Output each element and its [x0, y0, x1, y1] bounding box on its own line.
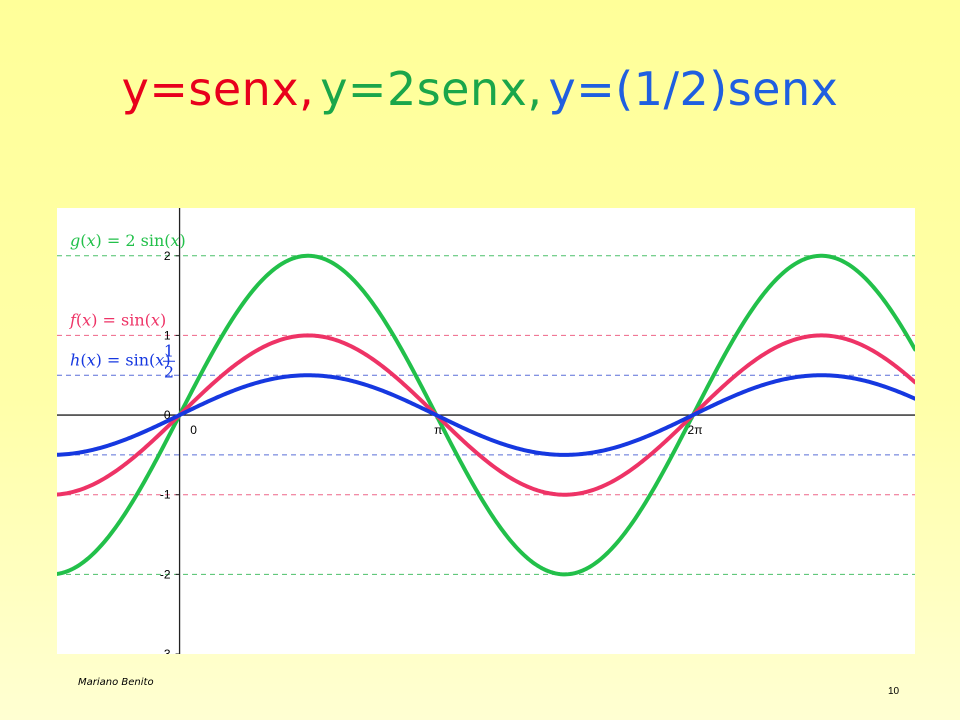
legend-label-h: h(x) = sin(x) [70, 350, 171, 369]
x-tick-label-0: 0 [190, 423, 197, 437]
series-line-g [57, 253, 915, 577]
y-tick-label-0: 2 [164, 249, 171, 263]
title-part-half-sin: y=(1/2)senx [548, 62, 839, 116]
y-tick-label-3: -1 [160, 488, 171, 502]
series-line-f [57, 333, 915, 497]
author-credit: Mariano Benito [78, 677, 154, 688]
legend-entry-g: g(x) = 2 sin(x) [70, 231, 186, 250]
legend-fraction-denominator: 2 [164, 362, 174, 381]
y-tick-label-2: 0 [164, 408, 171, 422]
series-curves [57, 253, 915, 577]
x-tick-label-1: π [434, 423, 442, 437]
y-tick-label-4: -2 [160, 567, 171, 581]
y-tick-label-5: -3 [160, 647, 171, 654]
page-number: 10 [888, 686, 900, 697]
x-tick-label-2: 2π [688, 423, 703, 437]
function-labels: g(x) = 2 sin(x) f(x) = sin(x) h(x) = sin(x… [69, 231, 186, 381]
y-tick-label-1: 1 [164, 328, 171, 342]
title-comma-2: , [527, 62, 543, 116]
axis-ticks: 2 1 0 -1 -2 -3 0 π 2π [160, 249, 703, 654]
slide-title: y=senx, y=2senx, y=(1/2)senx [0, 62, 960, 116]
chart-area: 2 1 0 -1 -2 -3 0 π 2π g(x) = 2 sin(x) f(x) = sin(… [57, 208, 915, 654]
legend-fraction-numerator: 1 [164, 341, 174, 360]
amplitude-guides [57, 255, 915, 575]
legend-entry-f: f(x) = sin(x) [69, 310, 166, 329]
sine-functions-chart: 2 1 0 -1 -2 -3 0 π 2π g(x) = 2 sin(x) f(x) = sin(… [57, 208, 915, 654]
series-line-h [57, 373, 915, 457]
title-part-2sin: y=2senx [320, 62, 528, 116]
title-part-sin: y=senx [121, 62, 300, 116]
title-comma-1: , [299, 62, 315, 116]
legend-entry-h: h(x) = sin(x)1 2 [70, 341, 175, 381]
legend-label-f: f(x) = sin(x) [69, 310, 166, 329]
legend-label-g: g(x) = 2 sin(x) [70, 231, 186, 250]
